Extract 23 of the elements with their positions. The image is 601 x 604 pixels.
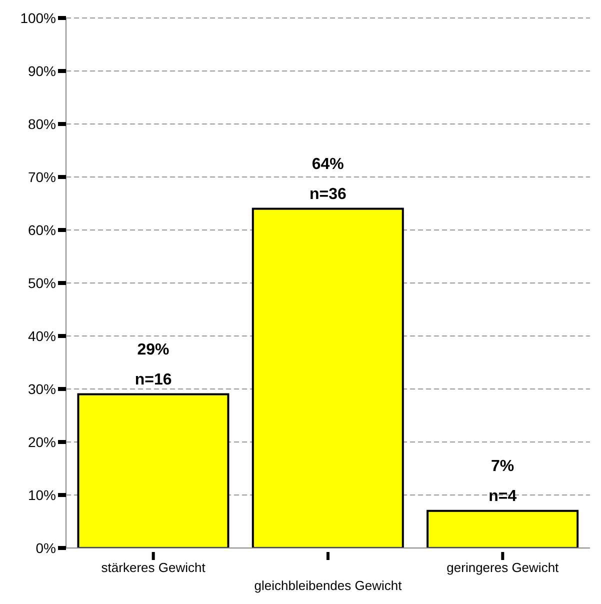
annotation: n=36 <box>310 186 347 203</box>
y-tick-label: 30% <box>28 380 56 397</box>
y-tick-label: 20% <box>28 434 56 450</box>
bar <box>252 208 404 548</box>
x-tick-label: geringeres Gewicht <box>446 560 560 575</box>
y-tick-label: 100% <box>20 10 56 26</box>
data-label: 29% <box>137 341 170 358</box>
bar <box>77 393 230 548</box>
x-tick-label: gleichbleibendes Gewicht <box>254 578 402 593</box>
y-tick-label: 60% <box>28 222 56 238</box>
y-tick-label: 0% <box>36 540 56 556</box>
y-tick-label: 90% <box>28 62 56 79</box>
bar <box>426 510 579 548</box>
data-label: 64% <box>312 156 344 173</box>
y-tick-label: 40% <box>28 328 56 344</box>
annotation: n=4 <box>488 488 517 505</box>
x-tick-label: stärkeres Gewicht <box>101 560 206 575</box>
annotation: n=16 <box>134 371 172 388</box>
y-tick-label: 70% <box>28 168 56 185</box>
y-tick-label: 10% <box>28 486 56 503</box>
y-tick-label: 80% <box>28 116 56 132</box>
y-tick-label: 50% <box>28 274 56 291</box>
data-label: 7% <box>490 458 514 475</box>
